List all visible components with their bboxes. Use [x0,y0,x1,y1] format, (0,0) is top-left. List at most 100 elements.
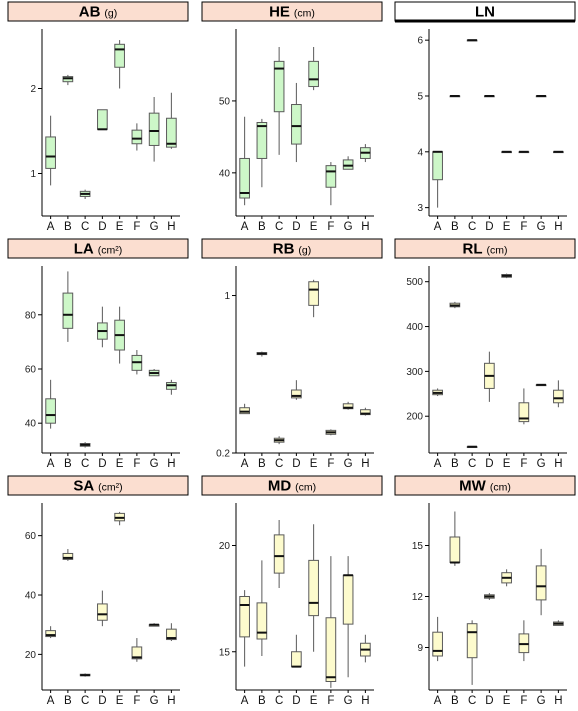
x-tick-label: C [275,221,283,233]
box-e [114,306,125,364]
y-tick-label: 40 [25,591,37,602]
x-tick-label: G [537,221,546,233]
y-tick-label: 0.2 [216,449,230,460]
panel-sa: SA (cm²) 20 40 60 A B C D E F G H [7,475,189,707]
iqr-box [148,112,160,146]
iqr-box [466,623,478,659]
x-tick-label: F [133,458,140,470]
panel-title-label: MW [459,478,486,495]
panel-unit-label: (cm) [487,245,508,257]
box-e [501,273,512,279]
y-tick-label: 40 [25,419,37,430]
x-tick-label: B [64,221,72,233]
box-d [291,380,302,400]
box-h [553,150,564,154]
y-tick-label: 1 [30,169,36,180]
panel-title: SA (cm²) [73,478,122,495]
panel-unit-label: (g) [298,245,311,257]
box-f [131,123,143,151]
x-tick-label: E [310,221,318,233]
x-tick-label: H [554,221,562,233]
x-tick-label: F [327,695,334,707]
panel-header-strip [201,475,383,496]
panel-header-strip [394,475,576,496]
x-tick-label: G [344,221,353,233]
panel-title-label: MD [268,478,291,495]
x-tick-label: A [47,221,55,233]
iqr-box [291,651,302,668]
iqr-box [291,104,302,145]
box-a [432,150,443,208]
box-a [45,626,56,639]
panel-unit-label: (cm²) [98,482,123,494]
panel-header-strip [7,1,189,22]
x-tick-label: D [98,695,106,707]
panel-la: LA (cm²) 40 60 80 A B C D E F G H [7,238,189,470]
box-g [342,556,354,678]
panel-title-label: LN [475,4,495,21]
x-tick-label: E [503,695,511,707]
x-tick-label: D [485,695,493,707]
x-tick-label: F [133,221,140,233]
panel-title: HE (cm) [269,4,315,21]
panel-title: MD (cm) [268,478,316,495]
x-tick-label: F [520,458,527,470]
box-h [553,620,564,626]
iqr-box [166,117,177,148]
box-a [432,388,443,397]
box-g [342,401,354,410]
y-tick-label: 4 [417,147,423,158]
iqr-box [45,136,56,169]
panel-header-strip [394,238,576,259]
iqr-box [308,281,319,306]
box-g [148,97,160,162]
panel-header-strip [201,1,383,22]
y-tick-label: 500 [406,277,423,288]
x-tick-label: A [47,458,55,470]
panel-unit-label: (cm) [295,482,316,494]
x-tick-label: C [81,458,89,470]
iqr-box [62,552,74,560]
x-tick-label: G [150,221,159,233]
panel-unit-label: (cm) [490,482,511,494]
box-b [449,94,461,98]
x-tick-label: A [434,221,442,233]
panel-mw: MW (cm) 9 12 15 A B C D E F G H [394,475,576,707]
x-tick-label: D [292,458,300,470]
x-tick-label: A [434,458,442,470]
box-g [342,156,354,170]
iqr-box [449,536,461,563]
y-tick-label: 6 [417,36,423,47]
x-tick-label: B [451,695,459,707]
x-tick-label: C [468,221,476,233]
box-c [79,442,91,448]
iqr-box [239,596,250,638]
x-tick-label: D [485,221,493,233]
box-a [45,115,56,186]
iqr-box [308,60,319,88]
y-tick-label: 5 [417,91,423,102]
box-e [501,569,512,587]
x-tick-label: F [327,458,334,470]
y-tick-label: 12 [412,592,424,603]
panel-md: MD (cm) 15 20 A B C D E F G H [201,475,383,707]
box-e [114,40,125,89]
iqr-box [239,157,250,199]
box-d [484,593,495,600]
x-tick-label: E [116,458,124,470]
box-b [449,301,461,309]
panel-unit-label: (cm) [294,8,315,20]
x-tick-label: E [503,458,511,470]
box-c [273,520,285,588]
box-d [97,109,108,131]
panel-ab: AB (g)12A B C D E F G H [7,1,189,233]
y-tick-label: 15 [412,541,424,552]
panel-title: AB (g) [79,4,118,21]
box-h [166,92,177,149]
box-f [518,388,530,425]
y-tick-label: 400 [406,322,423,333]
y-tick-label: 20 [25,650,37,661]
panel-title: RB (g) [273,241,312,258]
box-g [535,548,547,616]
